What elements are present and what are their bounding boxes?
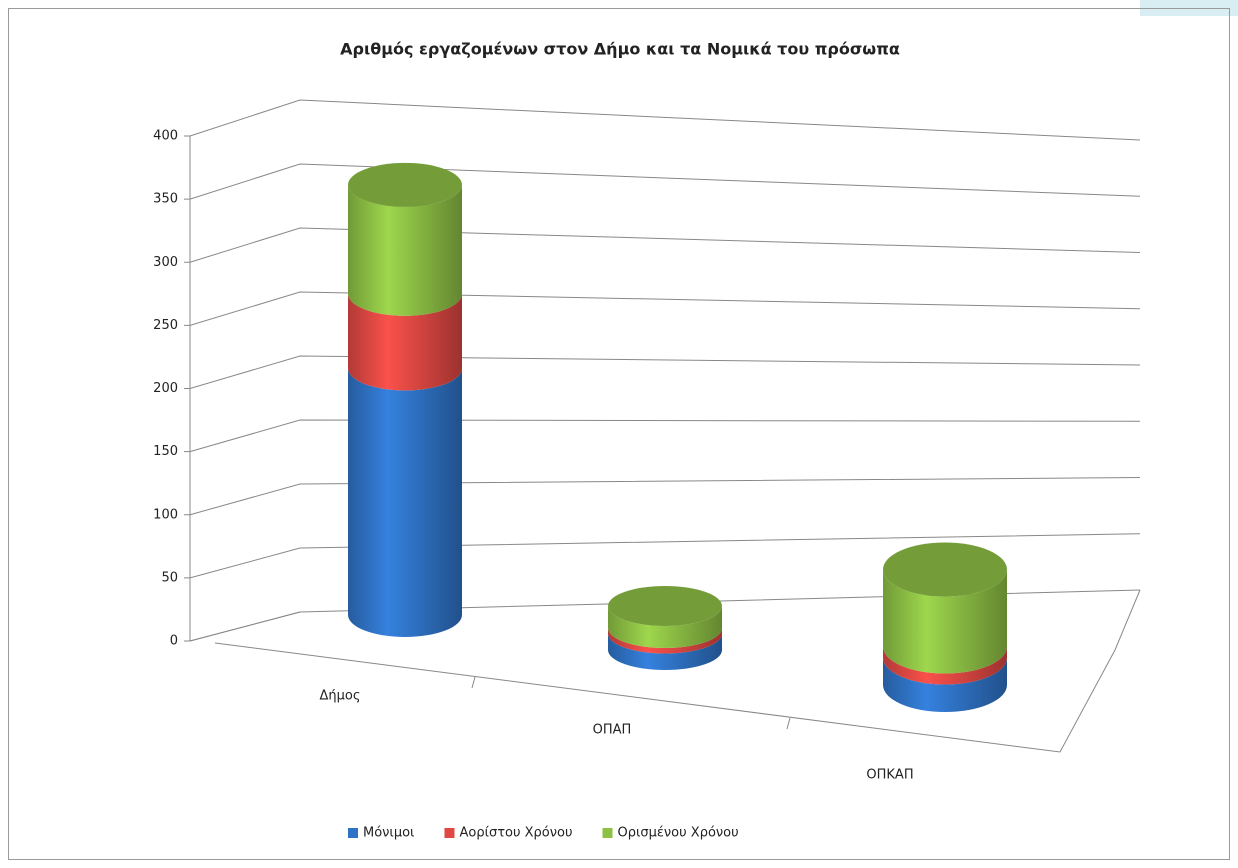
cylinder-segment <box>348 184 462 316</box>
grid-line <box>189 227 1141 263</box>
cylinder-top <box>608 586 722 626</box>
cylinder-segment <box>348 293 462 391</box>
cylinder-segment <box>883 646 1007 685</box>
legend-label: Αορίστου Χρόνου <box>459 826 572 841</box>
cylinder-segment <box>608 628 722 654</box>
grid-line <box>189 477 1141 516</box>
chart-title: Αριθμός εργαζομένων στον Δήμο και τα Νομ… <box>340 40 900 59</box>
cylinder-segment <box>348 368 462 637</box>
x-tick-label: Δήμος <box>320 689 361 704</box>
x-tick-label: ΟΠΑΠ <box>593 723 632 738</box>
grid-line <box>189 419 1141 453</box>
cylinder-segment <box>608 606 722 648</box>
y-tick-label: 400 <box>153 129 178 144</box>
legend-swatch <box>444 828 455 838</box>
y-tick-label: 200 <box>153 381 178 396</box>
y-tick-label: 150 <box>153 444 178 459</box>
y-tick-label: 350 <box>153 192 178 207</box>
y-tick-label: 250 <box>153 318 178 333</box>
legend-label: Μόνιμοι <box>363 826 414 841</box>
cylinder-segment <box>608 633 722 670</box>
y-tick-label: 0 <box>170 634 178 649</box>
grid-line <box>189 99 1141 141</box>
cylinder-segment <box>883 569 1007 674</box>
grid-line <box>189 589 1141 642</box>
grid-line <box>189 163 1141 200</box>
y-tick-label: 50 <box>161 570 178 585</box>
cylinder-segment <box>883 657 1007 712</box>
x-tick-label: ΟΠΚΑΠ <box>866 768 913 783</box>
y-tick-label: 100 <box>153 507 178 522</box>
grid-line <box>189 533 1141 579</box>
legend-swatch <box>602 828 613 838</box>
legend-swatch <box>348 828 358 838</box>
cylinder-top <box>883 542 1007 597</box>
cylinder-top <box>348 162 462 207</box>
grid-line <box>189 291 1141 326</box>
legend-label: Ορισμένου Χρόνου <box>618 826 739 841</box>
grid-line <box>189 355 1141 389</box>
chart-frame <box>8 8 1230 860</box>
y-tick-label: 300 <box>153 255 178 270</box>
